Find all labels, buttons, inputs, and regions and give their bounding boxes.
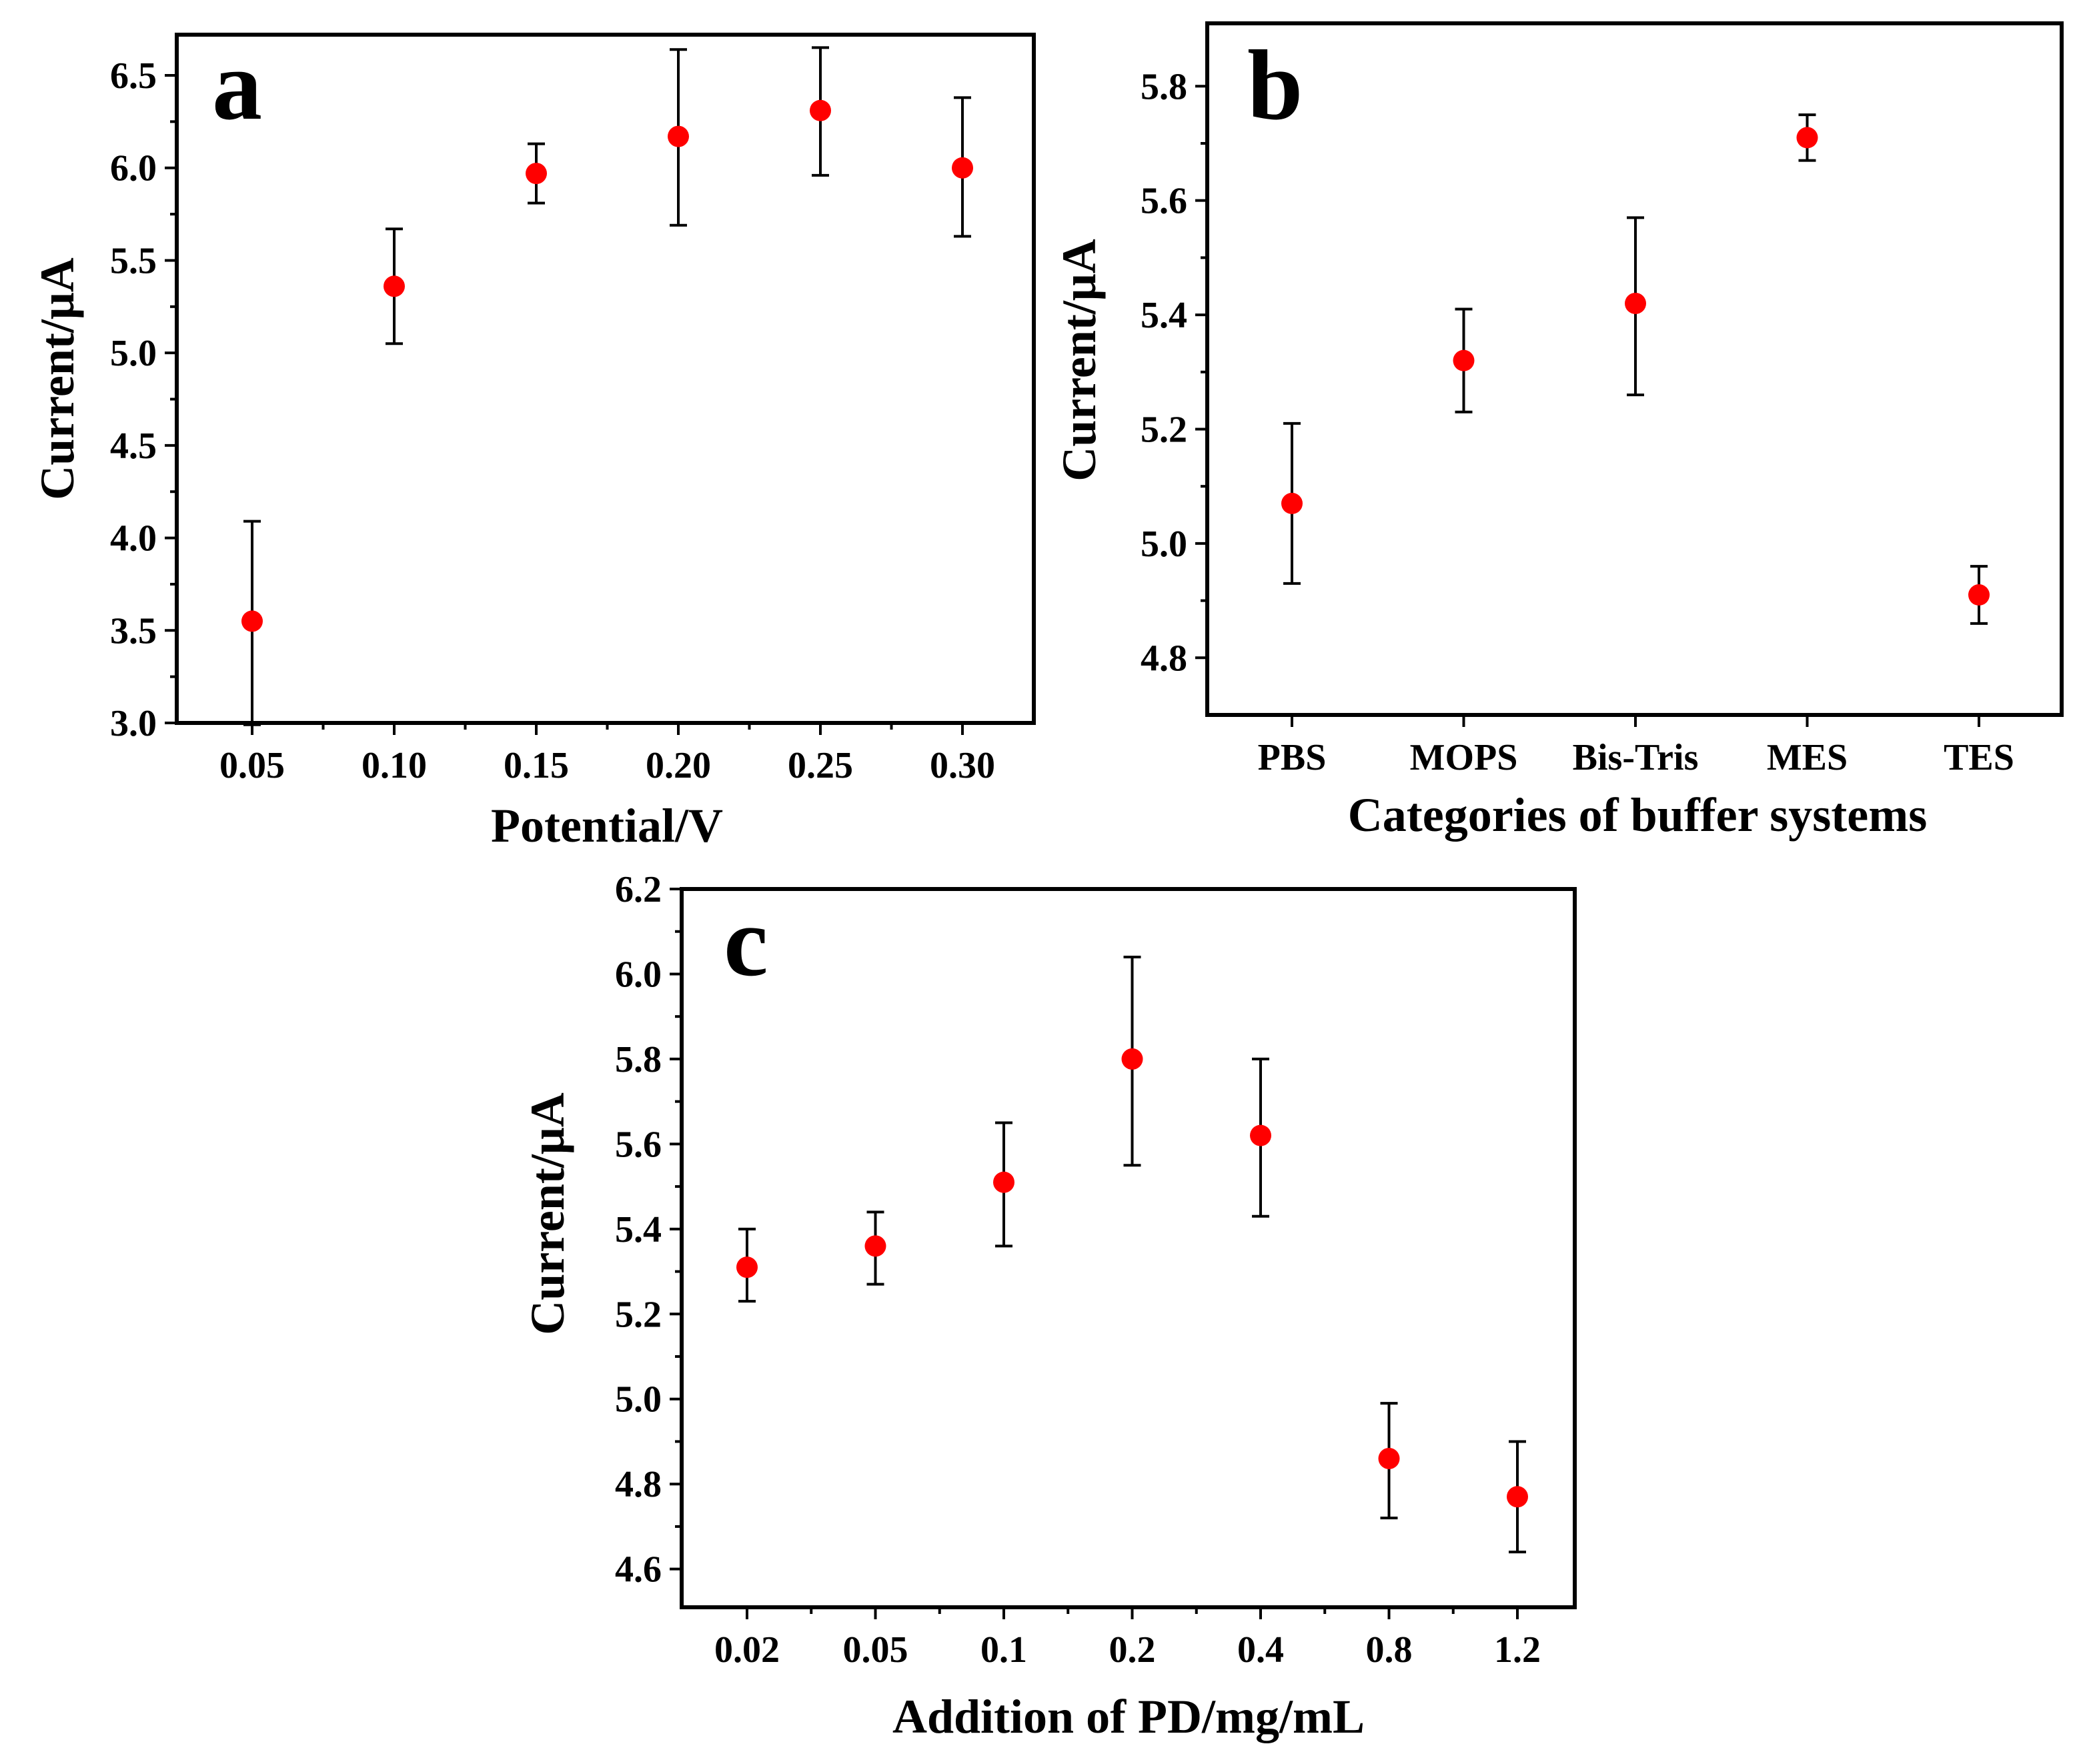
panel-a-y-tick-label: 6.0: [110, 148, 157, 189]
panel-b-data-point: [1968, 584, 1990, 606]
panel-c-data-point: [993, 1171, 1014, 1193]
panel-c-y-tick-label: 4.8: [615, 1464, 662, 1505]
panel-b-data-point: [1625, 292, 1646, 314]
panel-b: b Categories of buffer systems Current/μ…: [1053, 21, 2064, 842]
panel-b-y-tick-label: 4.8: [1141, 638, 1187, 679]
panel-b-y-tick-label: 5.6: [1141, 181, 1187, 222]
panel-c-x-tick-label: 0.4: [1237, 1629, 1284, 1671]
panel-c-letter: c: [724, 886, 768, 997]
panel-c-data-point: [1121, 1048, 1143, 1070]
panel-a-data-point: [526, 163, 547, 185]
panel-b-data-point: [1796, 127, 1818, 149]
panel-c-y-tick-label: 5.2: [615, 1294, 662, 1335]
panel-a-x-tick-label: 0.10: [362, 745, 427, 786]
panel-b-x-tick-label: PBS: [1258, 737, 1327, 778]
panel-a-marks: 3.0 3.5 4.0 4.5 5.0 5.5 6.0 6.5 0.05 0.10 0.15 0.20…: [110, 46, 995, 786]
panel-b-y-tick-label: 5.8: [1141, 66, 1187, 107]
panel-a-y-tick-label: 4.5: [110, 425, 157, 467]
panel-b-x-tick-label: TES: [1944, 737, 2014, 778]
panel-b-x-tick-label: MES: [1767, 737, 1848, 778]
panel-c-x-tick-label: 0.2: [1109, 1629, 1156, 1671]
panel-b-letter: b: [1247, 30, 1303, 141]
panel-c-frame: [680, 887, 1577, 1609]
panel-c-marks: 4.6 4.8 5.0 5.2 5.4 5.6 5.8 6.0 6.2 0.02 0.05 0.1 0.…: [615, 869, 1541, 1671]
panel-b-marks: 4.8 5.0 5.2 5.4 5.6 5.8 PBS MOPS Bis-Tris MES TES: [1141, 66, 2014, 778]
panel-c-y-tick-label: 6.0: [615, 954, 662, 995]
panel-c-x-tick-label: 0.02: [714, 1629, 780, 1671]
panel-a-data-point: [241, 610, 263, 632]
panel-b-data-point: [1281, 492, 1303, 514]
panel-c-x-axis-title: Addition of PD/mg/mL: [892, 1690, 1365, 1743]
panel-c-x-tick-label: 1.2: [1494, 1629, 1541, 1671]
panel-c-y-tick-label: 5.6: [615, 1124, 662, 1165]
panel-a-y-tick-label: 3.5: [110, 610, 157, 652]
panel-c-y-tick-label: 5.0: [615, 1379, 662, 1421]
panel-c-data-point: [736, 1256, 758, 1278]
panel-a-y-tick-label: 3.0: [110, 703, 157, 744]
panel-c-y-tick-label: 4.6: [615, 1549, 662, 1591]
panel-b-x-tick-label: MOPS: [1410, 737, 1518, 778]
panel-b-x-axis-title: Categories of buffer systems: [1348, 788, 1927, 842]
panel-b-y-tick-label: 5.0: [1141, 524, 1187, 565]
panel-a-x-axis-title: Potential/V: [491, 799, 723, 852]
panel-a-data-point: [384, 275, 405, 297]
panel-a-letter: a: [212, 30, 262, 141]
panel-a-y-axis-title: Current/μA: [31, 257, 84, 500]
panel-c-y-axis-title: Current/μA: [521, 1092, 574, 1335]
panel-a-y-tick-label: 6.5: [110, 55, 157, 97]
panel-c-data-point: [1507, 1486, 1528, 1508]
panel-c-x-tick-label: 0.05: [843, 1629, 908, 1671]
panel-c-x-tick-label: 0.8: [1366, 1629, 1413, 1671]
panel-c-y-tick-label: 5.8: [615, 1039, 662, 1080]
panel-a-y-tick-label: 5.5: [110, 240, 157, 281]
panel-b-x-tick-label: Bis-Tris: [1573, 737, 1699, 778]
panel-a-data-point: [810, 99, 831, 121]
panel-a-x-tick-label: 0.20: [646, 745, 711, 786]
panel-c-x-tick-label: 0.1: [980, 1629, 1027, 1671]
panel-b-data-point: [1453, 349, 1475, 371]
panel-b-y-tick-label: 5.2: [1141, 409, 1187, 450]
panel-c-data-point: [1378, 1447, 1400, 1469]
panel-a-x-tick-label: 0.15: [504, 745, 569, 786]
panel-a-y-tick-label: 5.0: [110, 333, 157, 374]
panel-a-x-tick-label: 0.25: [788, 745, 853, 786]
panel-a-frame: [175, 33, 1036, 725]
panel-b-y-axis-title: Current/μA: [1053, 239, 1106, 481]
panel-a-x-tick-label: 0.30: [930, 745, 995, 786]
panel-c: c Addition of PD/mg/mL Current/μA 4.6 4.8…: [521, 869, 1577, 1743]
panel-a: a Potential/V Current/μA 3.0 3.5 4.0 4.5 5.0…: [31, 30, 1036, 852]
panel-b-y-tick-label: 5.4: [1141, 295, 1187, 336]
panel-c-data-point: [864, 1235, 886, 1257]
panel-c-data-point: [1250, 1124, 1271, 1146]
panel-a-data-point: [668, 125, 689, 147]
panel-c-y-tick-label: 5.4: [615, 1209, 662, 1250]
panel-a-y-tick-label: 4.0: [110, 518, 157, 560]
panel-c-y-tick-label: 6.2: [615, 869, 662, 910]
panel-a-x-tick-label: 0.05: [219, 745, 285, 786]
panel-a-data-point: [952, 157, 973, 179]
